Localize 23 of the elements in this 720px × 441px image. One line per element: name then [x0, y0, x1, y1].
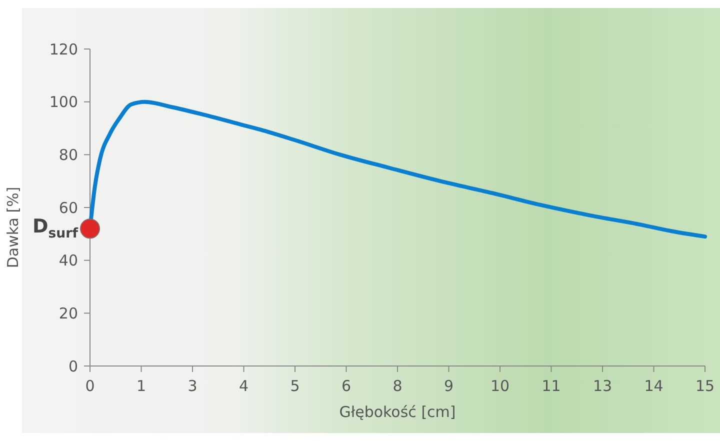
y-tick-label: 100	[49, 93, 78, 112]
y-tick-label: 20	[58, 304, 78, 322]
x-tick-label: 15	[695, 377, 715, 395]
x-tick-label: 5	[290, 377, 300, 395]
x-tick-label: 13	[592, 377, 612, 395]
x-axis-title: Głębokość [cm]	[339, 403, 456, 421]
x-tick-label: 4	[238, 377, 249, 395]
x-tick-label: 14	[644, 377, 664, 395]
y-tick-label: 120	[49, 40, 78, 58]
y-tick-label: 80	[58, 146, 78, 164]
x-tick-label: 0	[85, 377, 95, 395]
x-tick-label: 6	[341, 377, 352, 395]
x-tick-label: 3	[188, 377, 198, 395]
annotation: D$_{surf}$	[32, 216, 78, 242]
x-tick-label: 10	[490, 377, 510, 395]
y-tick-label: 40	[58, 252, 78, 270]
y-tick-label: 0	[68, 357, 78, 376]
y-tick-label: 60	[58, 198, 78, 217]
x-tick-label: 1	[136, 377, 146, 395]
y-axis-title: Dawka [%]	[4, 186, 22, 268]
x-tick-label: 9	[444, 377, 454, 395]
x-tick-label: 8	[392, 377, 402, 395]
x-tick-label: 11	[542, 377, 561, 395]
